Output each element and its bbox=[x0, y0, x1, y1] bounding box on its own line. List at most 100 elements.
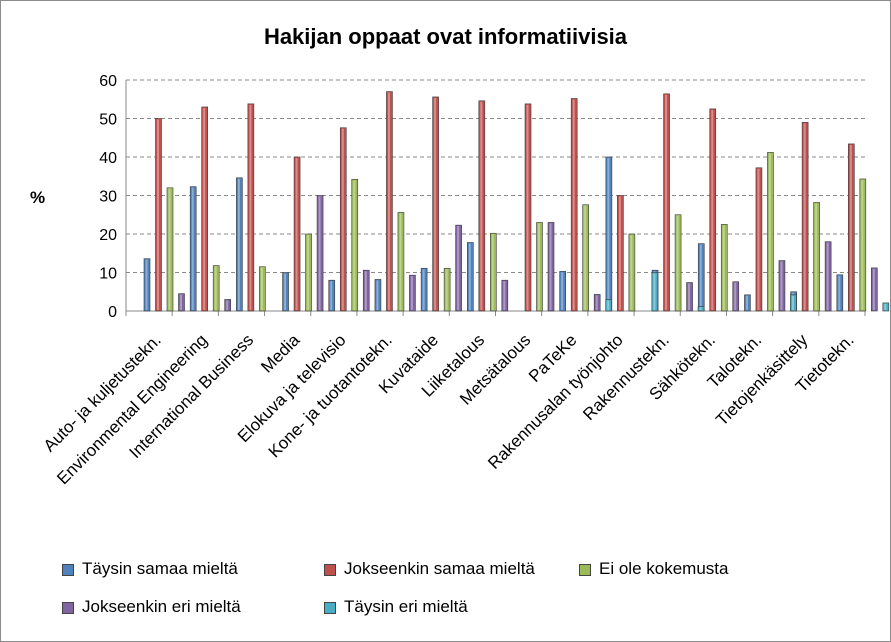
bar bbox=[824, 241, 832, 312]
bar bbox=[732, 281, 740, 312]
y-tick-label: 50 bbox=[99, 112, 117, 129]
bar bbox=[467, 242, 474, 312]
bar-highlight bbox=[699, 244, 702, 310]
bar bbox=[882, 302, 890, 312]
bar-highlight bbox=[295, 158, 298, 310]
y-tick-label: 40 bbox=[99, 150, 117, 167]
bar-highlight bbox=[688, 283, 691, 310]
bar bbox=[697, 306, 705, 312]
bar-highlight bbox=[826, 242, 829, 310]
bar-highlight bbox=[191, 187, 194, 310]
bar-highlight bbox=[884, 303, 887, 310]
bar bbox=[328, 279, 336, 312]
bar bbox=[409, 274, 416, 312]
bar-highlight bbox=[480, 101, 483, 310]
bar-highlight bbox=[318, 196, 321, 310]
bar bbox=[397, 212, 405, 312]
bar bbox=[813, 202, 820, 312]
bar-highlight bbox=[572, 99, 575, 310]
bar-highlight bbox=[157, 119, 159, 310]
bar bbox=[339, 127, 347, 312]
bar bbox=[236, 177, 243, 312]
bar bbox=[628, 233, 636, 312]
bar bbox=[478, 100, 486, 312]
bar-highlight bbox=[549, 223, 552, 310]
bar-highlight bbox=[422, 269, 425, 310]
bar bbox=[570, 98, 578, 312]
bar-highlight bbox=[676, 215, 679, 310]
bar bbox=[767, 152, 774, 312]
bar bbox=[582, 204, 589, 312]
bar-highlight bbox=[653, 273, 656, 310]
bar bbox=[362, 269, 370, 312]
legend-item: Täysin samaa mieltä bbox=[62, 558, 238, 580]
bar-highlight bbox=[503, 281, 506, 310]
bar bbox=[201, 106, 208, 312]
bar-highlight bbox=[237, 178, 240, 310]
bar-highlight bbox=[468, 243, 471, 310]
bar-highlight bbox=[399, 213, 402, 310]
bar bbox=[386, 91, 393, 312]
bar bbox=[432, 96, 439, 312]
bar bbox=[790, 294, 797, 312]
bar-highlight bbox=[434, 97, 437, 310]
bar-highlight bbox=[445, 269, 448, 310]
bar bbox=[293, 156, 301, 312]
y-tick-label: 60 bbox=[99, 73, 117, 90]
bar bbox=[744, 294, 751, 312]
legend-item: Jokseenkin eri mieltä bbox=[62, 596, 241, 618]
bar bbox=[305, 233, 312, 312]
bar-highlight bbox=[734, 282, 737, 310]
bar bbox=[490, 232, 497, 312]
bar bbox=[605, 299, 612, 312]
bar-highlight bbox=[214, 266, 217, 310]
bar bbox=[674, 214, 682, 312]
y-axis-label: % bbox=[30, 188, 46, 207]
bar-highlight bbox=[226, 300, 229, 310]
bar-highlight bbox=[815, 203, 818, 310]
y-tick-label: 10 bbox=[99, 266, 117, 283]
bar bbox=[755, 167, 763, 312]
bar-highlight bbox=[526, 104, 529, 311]
bar bbox=[155, 118, 162, 312]
bar-highlight bbox=[630, 235, 633, 310]
bar-highlight bbox=[584, 205, 587, 310]
bar bbox=[593, 294, 601, 312]
bar-highlight bbox=[861, 179, 864, 310]
bar-highlight bbox=[699, 307, 702, 310]
bar-highlight bbox=[607, 158, 610, 310]
bar bbox=[617, 195, 624, 312]
bar bbox=[720, 224, 728, 312]
legend-label: Täysin samaa mieltä bbox=[82, 559, 238, 578]
bar-highlight bbox=[203, 107, 206, 310]
bar bbox=[524, 103, 532, 312]
bar-highlight bbox=[665, 94, 668, 310]
bar-highlight bbox=[168, 188, 171, 310]
bar-highlight bbox=[838, 275, 841, 310]
bar bbox=[501, 279, 509, 312]
bar-highlight bbox=[618, 196, 621, 310]
bar-highlight bbox=[284, 273, 287, 310]
bar-highlight bbox=[410, 276, 413, 310]
bar-highlight bbox=[711, 109, 714, 310]
bar-highlight bbox=[364, 271, 367, 310]
bar bbox=[420, 267, 428, 312]
bar-highlight bbox=[260, 267, 263, 310]
legend-label: Täysin eri mieltä bbox=[344, 597, 468, 616]
bar bbox=[316, 195, 324, 312]
y-tick-label: 20 bbox=[99, 227, 117, 244]
bar-highlight bbox=[538, 223, 540, 310]
bar bbox=[778, 260, 786, 312]
bar bbox=[224, 299, 231, 312]
bar bbox=[455, 224, 462, 312]
bar bbox=[651, 272, 659, 312]
bar-highlight bbox=[330, 281, 333, 310]
legend-label: Jokseenkin eri mieltä bbox=[82, 597, 241, 616]
bar-highlight bbox=[595, 295, 598, 310]
bar bbox=[801, 122, 809, 312]
bar-highlight bbox=[341, 128, 344, 310]
bar-highlight bbox=[561, 272, 564, 310]
bar bbox=[709, 108, 717, 312]
bar-highlight bbox=[757, 168, 760, 310]
